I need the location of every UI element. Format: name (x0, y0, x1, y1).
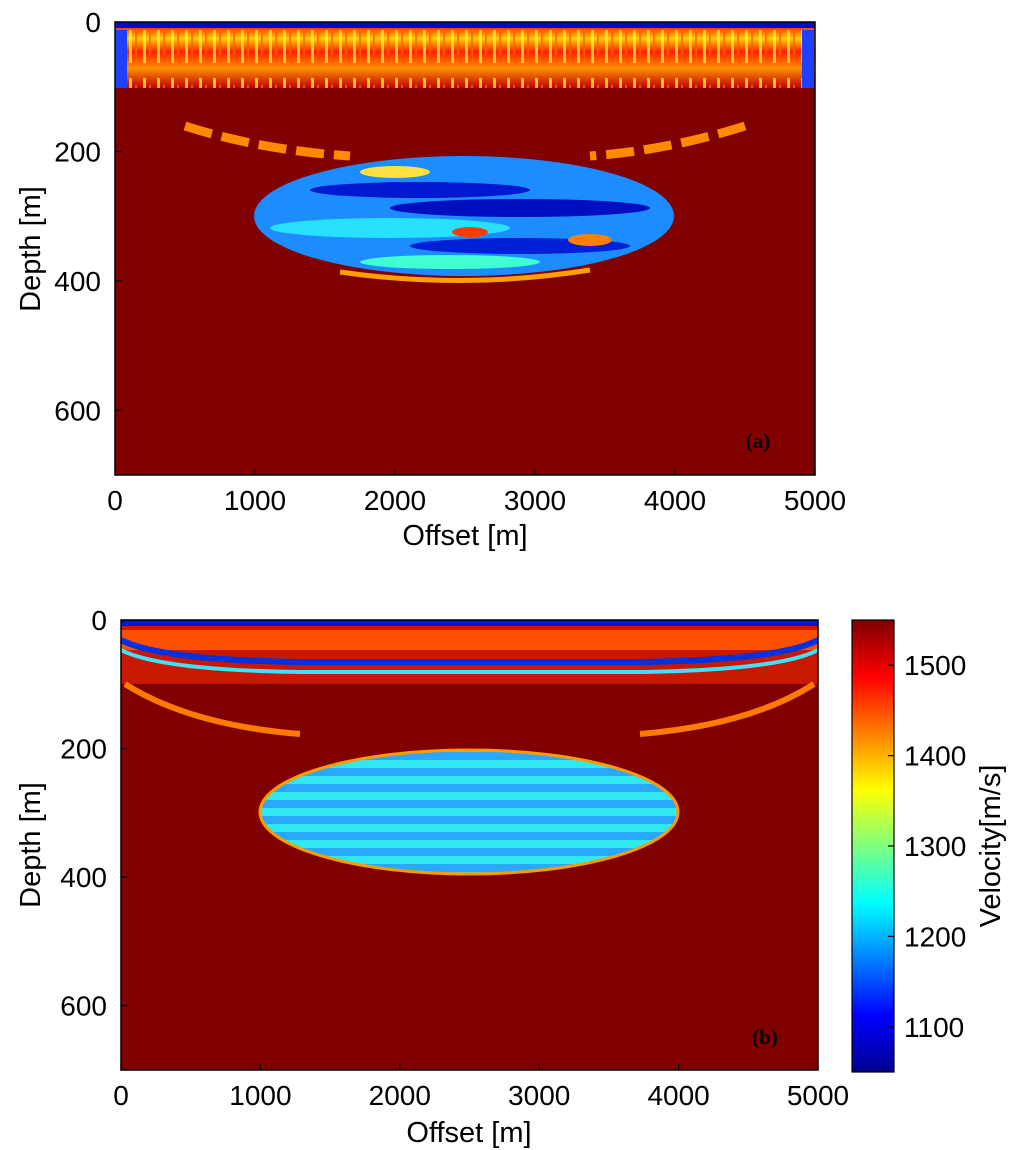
panel-a-xtick-label: 2000 (364, 485, 426, 516)
panel-a-right-edge (802, 30, 814, 88)
panel-a-ytick-label: 200 (54, 136, 101, 167)
panel-b-reflection-left (123, 681, 301, 737)
panel-b-xtick-label: 1000 (229, 1080, 291, 1111)
panel-a-ylabel: Depth [m] (15, 186, 47, 312)
colorbar-label: Velocity[m/s] (975, 765, 1007, 928)
panel-a-xtick-label: 0 (107, 485, 123, 516)
colorbar (851, 619, 895, 1073)
colorbar-ticks: 1100 1200 1300 1400 1500 (888, 650, 966, 1043)
panel-a-ytick-label: 0 (85, 7, 101, 38)
panel-a-near-surface-stripes (115, 30, 815, 88)
panel-b-ytick-label: 200 (60, 734, 107, 765)
panel-b-xtick-label: 5000 (787, 1080, 849, 1111)
panel-a-anomaly-texture (270, 166, 650, 269)
panel-b-xtick-label: 0 (113, 1080, 129, 1111)
panel-a-anomaly-rim (339, 267, 591, 283)
colorbar-tick-label: 1200 (904, 921, 966, 952)
panel-a-tag: (a) (746, 429, 771, 453)
panel-b-surface-line (121, 620, 818, 626)
panel-b-xtick-label: 3000 (508, 1080, 570, 1111)
panel-a-surface-line (115, 22, 815, 28)
colorbar-tick-label: 1500 (904, 650, 966, 681)
panel-b-anomaly-rim (258, 748, 680, 876)
panel-a-reflection-left (183, 121, 351, 161)
panel-b-xtick-label: 4000 (647, 1080, 709, 1111)
panel-a: 0 1000 2000 3000 4000 5000 0 200 400 600 (a) Offs… (15, 7, 846, 552)
panel-b-xtick-label: 2000 (369, 1080, 431, 1111)
panel-a-xtick-label: 1000 (224, 485, 286, 516)
panel-b-xlabel: Offset [m] (406, 1117, 531, 1149)
panel-b-frame (120, 619, 819, 1071)
panel-b-reflection-right (639, 681, 816, 737)
colorbar-tick-label: 1400 (904, 741, 966, 772)
panel-a-xlabel: Offset [m] (402, 520, 527, 552)
panel-b-low-velocity-halo (121, 648, 818, 674)
panel-a-left-edge (115, 30, 127, 88)
panel-b-anomaly (260, 750, 678, 874)
panel-a-image (115, 22, 815, 475)
panel-a-xtick-label: 3000 (504, 485, 566, 516)
colorbar-tick-label: 1300 (904, 831, 966, 862)
panel-a-reflection-right (589, 121, 747, 161)
panel-b: 0 1000 2000 3000 4000 5000 0 200 400 600 (b) Offs… (15, 605, 1007, 1149)
panel-b-low-velocity-band (121, 637, 818, 665)
panel-a-xtick-label: 5000 (784, 485, 846, 516)
panel-a-ytick-label: 600 (54, 395, 101, 426)
panel-a-ytick-label: 400 (54, 266, 101, 297)
panel-b-tag: (b) (752, 1025, 778, 1049)
panel-b-ytick-label: 0 (91, 605, 107, 636)
panel-b-ytick-label: 600 (60, 991, 107, 1022)
panel-b-near-surface-layer (121, 620, 818, 684)
panel-a-frame (114, 21, 816, 476)
panel-b-ylabel: Depth [m] (15, 782, 47, 908)
colorbar-tick-label: 1100 (904, 1012, 964, 1043)
panel-a-axes: 0 1000 2000 3000 4000 5000 0 200 400 600 (54, 7, 846, 516)
panel-b-shallow-band (121, 630, 818, 650)
panel-b-axes: 0 1000 2000 3000 4000 5000 0 200 400 600 (60, 605, 849, 1111)
panel-b-ytick-label: 400 (60, 862, 107, 893)
panel-b-image (121, 620, 818, 1070)
panel-a-xtick-label: 4000 (644, 485, 706, 516)
